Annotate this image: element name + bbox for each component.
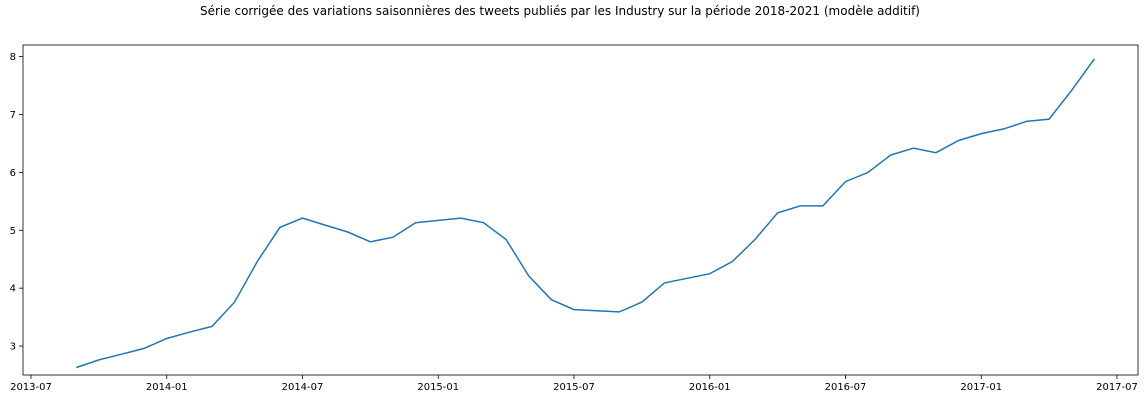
y-tick-label: 8 bbox=[10, 52, 16, 63]
plot-area-frame bbox=[22, 44, 1139, 376]
series-line bbox=[76, 58, 1096, 369]
y-tick-label: 4 bbox=[10, 284, 16, 295]
x-tick-label: 2014-07 bbox=[282, 382, 324, 393]
x-tick-label: 2014-01 bbox=[146, 382, 188, 393]
chart-title: Série corrigée des variations saisonnièr… bbox=[200, 4, 920, 18]
x-tick-label: 2017-01 bbox=[960, 382, 1002, 393]
y-tick-label: 7 bbox=[10, 110, 16, 121]
x-tick-label: 2016-01 bbox=[689, 382, 731, 393]
x-tick-label: 2013-07 bbox=[10, 382, 52, 393]
x-axis: 2013-07 2014-01 2014-07 2015-01 2015-07 2016-… bbox=[10, 375, 1138, 393]
y-axis: 3 4 5 6 7 8 bbox=[10, 52, 23, 353]
x-tick-label: 2016-07 bbox=[825, 382, 867, 393]
y-tick-label: 3 bbox=[10, 342, 16, 353]
y-tick-label: 6 bbox=[10, 168, 16, 179]
x-tick-label: 2015-01 bbox=[417, 382, 459, 393]
y-tick-label: 5 bbox=[10, 226, 16, 237]
x-tick-label: 2017-07 bbox=[1096, 382, 1138, 393]
x-tick-label: 2015-07 bbox=[553, 382, 595, 393]
